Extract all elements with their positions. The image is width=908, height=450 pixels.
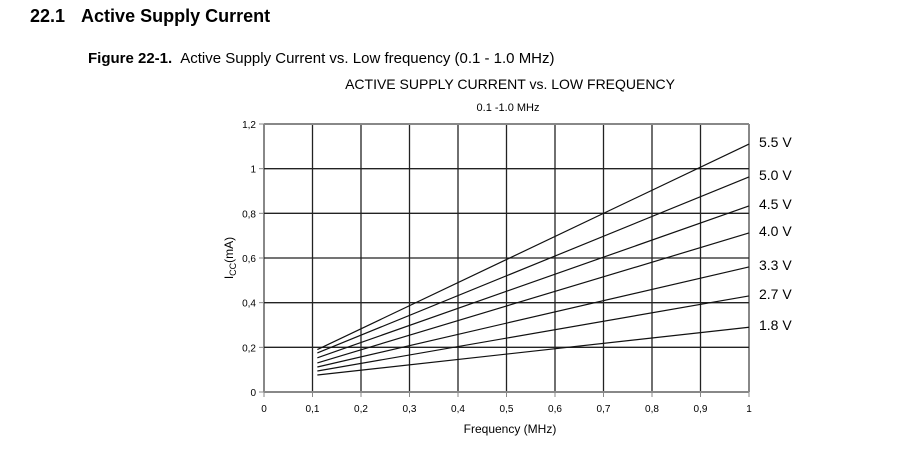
x-axis-label: Frequency (MHz) [464, 422, 557, 436]
y-tick-label: 0 [250, 388, 256, 399]
x-tick-label: 0,2 [354, 404, 368, 415]
y-tick-label: 0,6 [242, 254, 256, 265]
y-tick-label: 0,8 [242, 209, 256, 220]
figure-caption: Figure 22-1. Active Supply Current vs. Lo… [88, 50, 555, 67]
series-line [317, 232, 750, 364]
x-tick-label: 0,5 [500, 404, 514, 415]
x-tick-label: 0 [261, 404, 267, 415]
y-tick-label: 0,2 [242, 343, 256, 354]
series-label: 4.5 V [759, 196, 792, 212]
x-tick-label: 0,4 [451, 404, 465, 415]
section-title: Active Supply Current [81, 6, 271, 26]
y-tick-label: 0,4 [242, 299, 256, 310]
figure-caption-text: Active Supply Current vs. Low frequency … [180, 50, 555, 67]
chart-title: ACTIVE SUPPLY CURRENT vs. LOW FREQUENCY [345, 76, 675, 92]
y-tick-label: 1 [250, 165, 256, 176]
series-label: 5.5 V [759, 134, 792, 150]
y-tick-label: 1,2 [242, 120, 256, 131]
series-label: 1.8 V [759, 317, 792, 333]
figure-label: Figure 22-1. [88, 50, 173, 67]
series-label: 2.7 V [759, 286, 792, 302]
series-line [317, 205, 750, 359]
series-line [317, 326, 750, 376]
y-axis-label: ICC(mA) [222, 237, 238, 279]
series-label: 4.0 V [759, 223, 792, 239]
chart-subtitle: 0.1 -1.0 MHz [477, 102, 540, 114]
x-tick-label: 0,1 [306, 404, 320, 415]
section-number: 22.1 [30, 6, 66, 26]
series-line [317, 266, 750, 368]
series-line [317, 295, 750, 372]
x-tick-label: 0,7 [597, 404, 611, 415]
x-tick-label: 0,8 [645, 404, 659, 415]
series-line [317, 143, 750, 351]
series-label: 5.0 V [759, 167, 792, 183]
series-line [317, 176, 750, 354]
x-tick-label: 0,6 [548, 404, 562, 415]
series-label: 3.3 V [759, 257, 792, 273]
x-tick-label: 1 [746, 404, 752, 415]
x-tick-label: 0,9 [694, 404, 708, 415]
x-tick-label: 0,3 [403, 404, 417, 415]
section-heading: 22.1 Active Supply Current [30, 6, 286, 27]
